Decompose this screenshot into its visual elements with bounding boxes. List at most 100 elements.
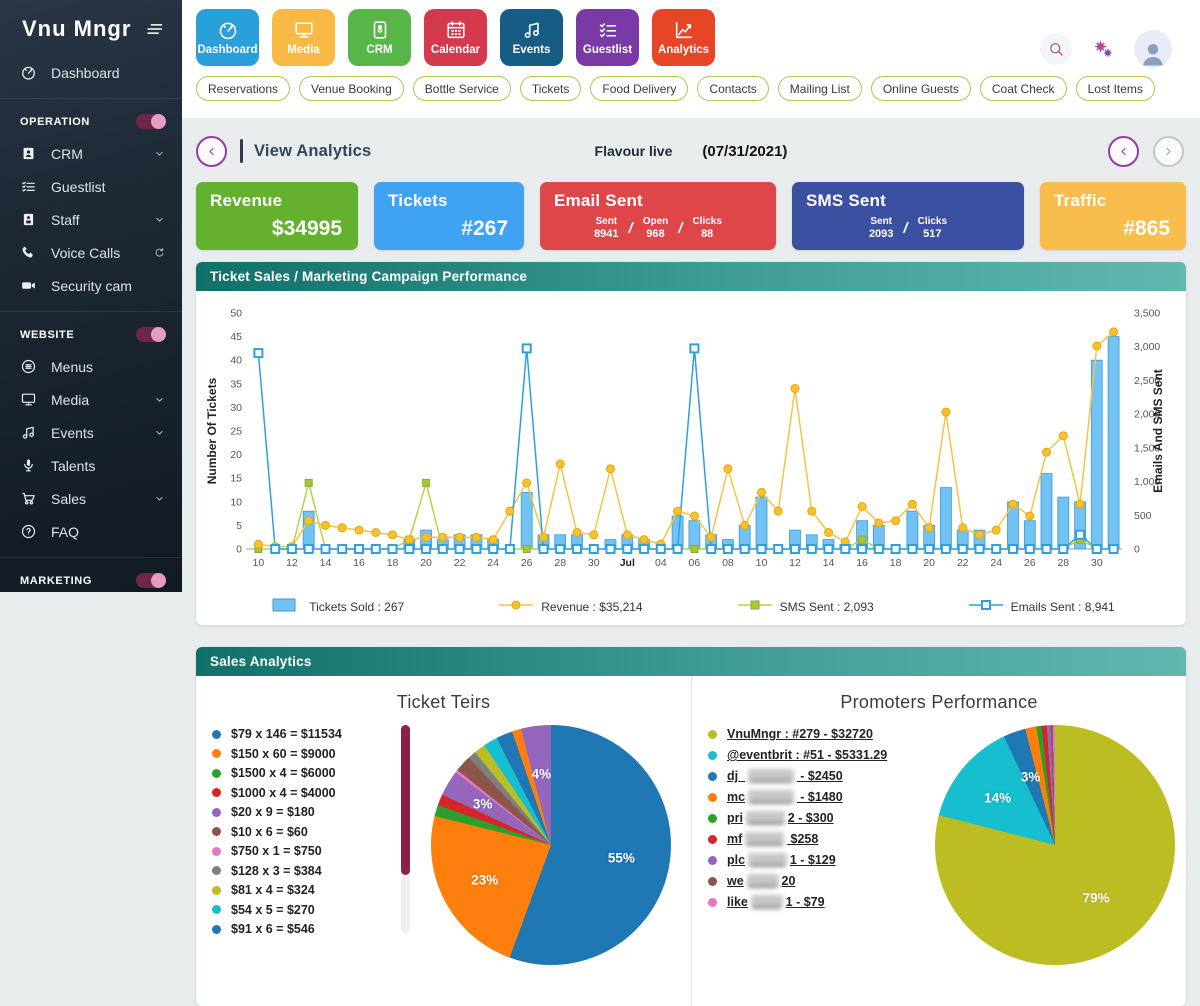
sidebar-item-security-cam[interactable]: Security cam bbox=[0, 269, 182, 302]
app-button-events[interactable]: Events bbox=[500, 9, 563, 66]
sidebar-item-label: Dashboard bbox=[51, 64, 120, 81]
legend-swatch-bar bbox=[267, 598, 301, 615]
promoter-link[interactable]: plcxxxxx1 - $129 bbox=[727, 853, 836, 867]
sidebar-section-website: WEBSITE bbox=[0, 321, 182, 350]
svg-text:15: 15 bbox=[230, 473, 242, 485]
sidebar-item-faq[interactable]: FAQ bbox=[0, 515, 182, 548]
pill-reservations[interactable]: Reservations bbox=[196, 76, 291, 101]
pill-tickets[interactable]: Tickets bbox=[519, 76, 582, 101]
app-button-crm[interactable]: CRM bbox=[348, 9, 411, 66]
app-button-guestlist[interactable]: Guestlist bbox=[576, 9, 639, 66]
checklist-icon bbox=[597, 19, 619, 41]
promoter-link[interactable]: dj_xxxxxx - $2450 bbox=[727, 769, 843, 783]
monitor-icon bbox=[20, 391, 37, 408]
sidebar-item-dashboard[interactable]: Dashboard bbox=[0, 56, 182, 89]
promoter-link[interactable]: @eventbrit : #51 - $5331.29 bbox=[727, 748, 888, 762]
svg-text:0: 0 bbox=[1134, 544, 1140, 556]
app-button-calendar[interactable]: Calendar bbox=[424, 9, 487, 66]
pill-contacts[interactable]: Contacts bbox=[697, 76, 769, 101]
prev-date-button[interactable] bbox=[1108, 135, 1139, 167]
next-date-button[interactable] bbox=[1153, 135, 1184, 167]
sidebar-divider bbox=[0, 311, 182, 312]
sidebar-item-voice-calls[interactable]: Voice Calls bbox=[0, 236, 182, 269]
sidebar-section-toggle[interactable] bbox=[136, 573, 166, 588]
ticket-tiers-pie: 55% 23% 3% 4% bbox=[430, 725, 671, 965]
app-button-analytics[interactable]: Analytics bbox=[652, 9, 715, 66]
kpi-card-revenue: Revenue $34995 bbox=[196, 182, 358, 250]
tier-label: $54 x 5 = $270 bbox=[231, 902, 315, 917]
svg-text:08: 08 bbox=[722, 557, 734, 569]
svg-text:2,500: 2,500 bbox=[1134, 375, 1160, 387]
svg-text:20: 20 bbox=[923, 557, 935, 569]
promoters-title: Promoters Performance bbox=[840, 692, 1038, 712]
phone-icon bbox=[20, 244, 37, 261]
promoter-legend-item: mcxxxxxx - $1480 bbox=[708, 788, 924, 808]
sidebar-item-staff[interactable]: Staff bbox=[0, 203, 182, 236]
tier-label: $10 x 6 = $60 bbox=[231, 824, 308, 839]
sidebar-item-crm[interactable]: CRM bbox=[0, 137, 182, 170]
user-avatar[interactable] bbox=[1134, 30, 1172, 68]
sales-body: Ticket Teirs $79 x 146 = $11534 $150 x 60… bbox=[196, 676, 1186, 1006]
legend-label: SMS Sent : 2,093 bbox=[779, 599, 874, 614]
toggle-knob bbox=[151, 573, 166, 588]
chevron-down-icon bbox=[153, 147, 166, 160]
svg-text:0: 0 bbox=[236, 544, 242, 556]
kpi-value: #865 bbox=[1123, 217, 1170, 240]
app-button-media[interactable]: Media bbox=[272, 9, 335, 66]
hamburger-menu-icon[interactable] bbox=[144, 18, 166, 40]
sidebar-item-events[interactable]: Events bbox=[0, 416, 182, 449]
tier-legend-item: $1500 x 4 = $6000 bbox=[212, 764, 398, 782]
svg-text:1,000: 1,000 bbox=[1134, 476, 1160, 488]
pill-mailing-list[interactable]: Mailing List bbox=[777, 76, 862, 101]
app-button-dashboard[interactable]: Dashboard bbox=[196, 9, 259, 66]
sidebar-section-label: OPERATION bbox=[20, 115, 90, 128]
legend-dot-icon bbox=[212, 788, 221, 797]
search-button[interactable] bbox=[1040, 33, 1072, 65]
pill-online-guests[interactable]: Online Guests bbox=[870, 76, 971, 101]
promoter-link[interactable]: VnuMngr : #279 - $32720 bbox=[727, 727, 873, 741]
promoters-pie: 79% 14% 3% bbox=[935, 725, 1175, 965]
svg-text:Jul: Jul bbox=[620, 557, 635, 569]
legend-dot-icon bbox=[708, 751, 717, 761]
promoter-link[interactable]: mfxxxxx $258 bbox=[727, 832, 819, 846]
kpi-label: Traffic bbox=[1054, 191, 1107, 210]
sales-analytics-panel: Sales Analytics Ticket Teirs $79 x 146 =… bbox=[196, 647, 1186, 1006]
tier-label: $20 x 9 = $180 bbox=[231, 805, 315, 819]
promoter-link[interactable]: mcxxxxxx - $1480 bbox=[727, 790, 843, 804]
svg-text:500: 500 bbox=[1134, 510, 1152, 522]
legend-dot-icon bbox=[212, 924, 221, 934]
legend-dot-icon bbox=[212, 866, 221, 875]
legend-dot-icon bbox=[708, 877, 717, 887]
pill-venue-booking[interactable]: Venue Booking bbox=[299, 76, 404, 101]
sidebar-section-toggle[interactable] bbox=[136, 327, 166, 342]
kpi-stats: Sent 2093 / Clicks 517 bbox=[806, 216, 1010, 240]
sidebar-item-menus[interactable]: Menus bbox=[0, 350, 182, 383]
settings-button[interactable] bbox=[1087, 33, 1119, 65]
title-divider bbox=[240, 139, 243, 163]
kpi-label: Tickets bbox=[388, 191, 448, 210]
pill-coat-check[interactable]: Coat Check bbox=[979, 76, 1067, 101]
svg-text:45: 45 bbox=[230, 331, 242, 343]
pill-bottle-service[interactable]: Bottle Service bbox=[412, 76, 511, 101]
sidebar-item-talents[interactable]: Talents bbox=[0, 449, 182, 482]
kpi-stat-name: Clicks bbox=[917, 216, 948, 227]
sidebar-item-media[interactable]: Media bbox=[0, 383, 182, 416]
pie-percent-label: 23% bbox=[471, 872, 499, 888]
promoter-link[interactable]: likexxxx1 - $79 bbox=[727, 895, 825, 909]
pie-percent-label: 79% bbox=[1082, 890, 1110, 906]
sidebar-section-toggle[interactable] bbox=[136, 114, 166, 129]
scrollbar-thumb[interactable] bbox=[401, 725, 410, 875]
slash-separator: / bbox=[903, 219, 908, 237]
promoter-link[interactable]: prixxxxx2 - $300 bbox=[727, 811, 834, 825]
pill-lost-items[interactable]: Lost Items bbox=[1075, 76, 1155, 101]
back-button[interactable] bbox=[196, 135, 227, 167]
svg-text:20: 20 bbox=[230, 449, 242, 461]
sidebar-item-sales[interactable]: Sales bbox=[0, 482, 182, 515]
pill-food-delivery[interactable]: Food Delivery bbox=[590, 76, 689, 101]
promoter-link[interactable]: wexxxx20 bbox=[727, 874, 796, 888]
legend-dot-icon bbox=[708, 772, 717, 782]
legend-scrollbar[interactable] bbox=[401, 725, 410, 933]
tier-legend-item: $20 x 9 = $180 bbox=[212, 803, 398, 821]
sidebar-item-guestlist[interactable]: Guestlist bbox=[0, 170, 182, 203]
sidebar-item-label: FAQ bbox=[51, 523, 80, 540]
